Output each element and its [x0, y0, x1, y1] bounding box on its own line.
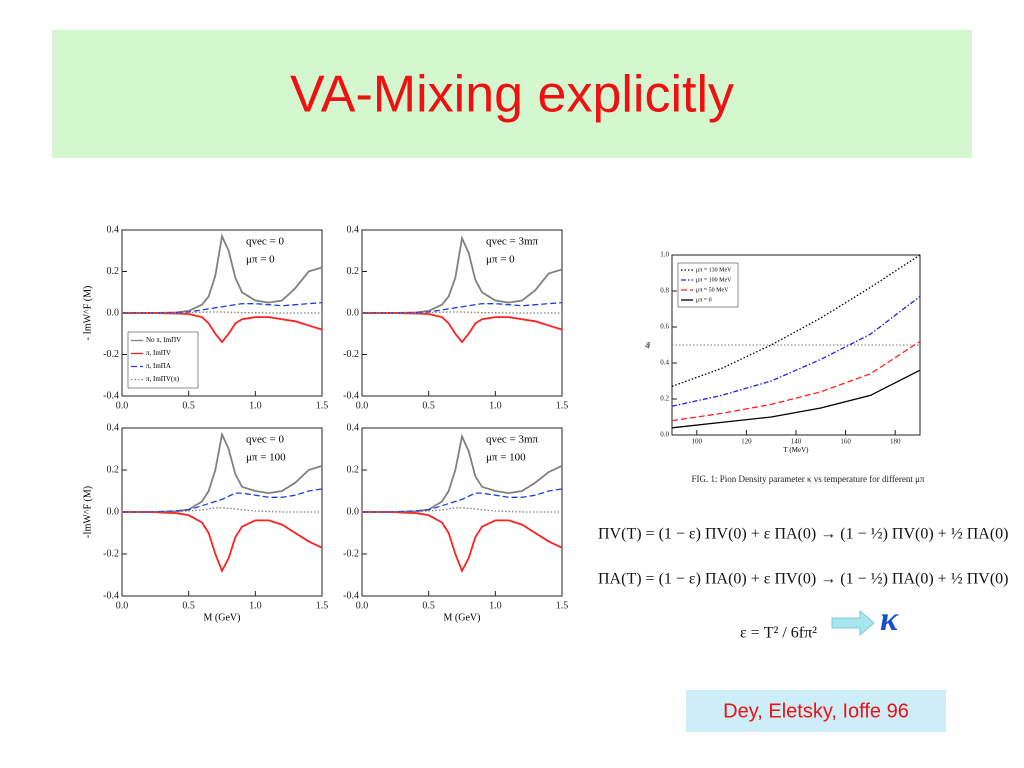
y-tick-label: 0.6: [660, 323, 669, 331]
y-tick-label: 0.4: [660, 359, 669, 367]
x-tick-label: 1.5: [556, 600, 569, 611]
annotation: qvec = 0: [246, 434, 284, 446]
series-line: [671, 295, 921, 407]
series-line: [362, 433, 563, 513]
x-tick-label: 140: [791, 438, 802, 446]
y-axis-label: - ImW^F (M): [82, 286, 93, 341]
series-line: [362, 235, 563, 314]
series-line: [671, 369, 921, 429]
y-tick-label: -0.2: [343, 548, 359, 559]
legend-box: [127, 331, 199, 389]
y-axis-label: 4κ: [644, 341, 652, 349]
y-tick-label: -0.4: [103, 590, 119, 601]
legend-label: μπ = 130 MeV: [696, 267, 732, 273]
y-tick-label: 0.4: [107, 224, 120, 235]
annotation: qvec = 0: [246, 236, 284, 248]
x-tick-label: 1.5: [316, 400, 329, 411]
legend-label: π, ImΠA: [146, 362, 171, 370]
y-tick-label: 0.0: [347, 506, 360, 517]
legend-label: π, ImΠV: [146, 349, 171, 357]
x-tick-label: 120: [741, 438, 752, 446]
title-box: [52, 30, 972, 158]
x-axis-label: M (GeV): [444, 612, 481, 623]
series-line: [671, 254, 921, 388]
y-tick-label: 0.0: [107, 307, 120, 318]
x-tick-label: 180: [890, 438, 901, 446]
annotation: qvec = 3mπ: [486, 236, 539, 248]
x-tick-label: 1.0: [249, 400, 262, 411]
series-line: [671, 340, 921, 422]
y-tick-label: -0.4: [343, 390, 359, 401]
x-tick-label: 0.5: [422, 600, 435, 611]
arrow: [831, 609, 875, 637]
y-tick-label: 0.4: [107, 422, 120, 433]
x-axis-label: T (MeV): [784, 446, 810, 454]
series-line: [122, 431, 323, 513]
x-tick-label: 0.5: [182, 400, 195, 411]
legend-label: μπ = 0: [696, 297, 712, 303]
legend-label: μπ = 100 MeV: [696, 277, 732, 283]
series-line: [362, 511, 563, 573]
y-tick-label: -0.2: [343, 349, 359, 360]
x-tick-label: 0.0: [116, 400, 129, 411]
x-tick-label: 1.5: [316, 600, 329, 611]
equation: ΠV(T) = (1 − ε) ΠV(0) + ε ΠA(0) → (1 − ½…: [598, 526, 1008, 543]
x-tick-label: 100: [692, 438, 703, 446]
series-line: [122, 233, 323, 314]
equation: ΠA(T) = (1 − ε) ΠA(0) + ε ΠV(0) → (1 − ½…: [598, 571, 1008, 588]
y-tick-label: 0.0: [660, 431, 669, 439]
legend-label: μπ = 50 MeV: [696, 287, 729, 293]
y-axis-label: -ImW^F (M): [82, 486, 93, 538]
x-tick-label: 1.0: [249, 600, 262, 611]
x-tick-label: 0.0: [356, 600, 369, 611]
x-tick-label: 0.0: [356, 400, 369, 411]
y-tick-label: -0.4: [343, 590, 359, 601]
series-line: [122, 507, 322, 513]
x-tick-label: 1.0: [489, 600, 502, 611]
y-tick-label: -0.2: [103, 548, 119, 559]
y-tick-label: 0.4: [347, 224, 360, 235]
y-tick-label: 0.2: [107, 266, 120, 277]
series-line: [122, 488, 323, 513]
y-tick-label: -0.2: [103, 349, 119, 360]
citation: Dey, Eletsky, Ioffe 96: [723, 700, 909, 722]
slide-title: VA-Mixing explicitly: [290, 66, 734, 124]
x-tick-label: 160: [840, 438, 851, 446]
legend-label: π, ImΠV(π): [146, 375, 180, 383]
y-tick-label: 0.2: [347, 266, 360, 277]
kappa-symbol: κ: [880, 601, 899, 638]
x-tick-label: 1.5: [556, 400, 569, 411]
annotation: μπ = 100: [246, 452, 286, 464]
series-line: [362, 507, 562, 513]
annotation: μπ = 100: [486, 452, 526, 464]
y-tick-label: 0.0: [107, 506, 120, 517]
series-line: [362, 301, 563, 314]
x-tick-label: 0.5: [422, 400, 435, 411]
y-tick-label: -0.4: [103, 390, 119, 401]
y-tick-label: 0.0: [347, 307, 360, 318]
series-line: [122, 312, 323, 344]
equation: ε = T² / 6fπ²: [740, 625, 817, 642]
x-tick-label: 0.0: [116, 600, 129, 611]
x-tick-label: 0.5: [182, 600, 195, 611]
y-tick-label: 0.2: [107, 464, 120, 475]
series-line: [362, 312, 563, 344]
x-axis-label: M (GeV): [204, 612, 241, 623]
y-tick-label: 0.2: [660, 395, 669, 403]
series-line: [122, 301, 323, 314]
citation-box: [686, 690, 946, 732]
annotation: qvec = 3mπ: [486, 434, 539, 446]
annotation: μπ = 0: [486, 254, 515, 266]
y-tick-label: 0.4: [347, 422, 360, 433]
annotation: μπ = 0: [246, 254, 275, 266]
series-line: [362, 488, 563, 513]
series-line: [122, 511, 323, 573]
y-tick-label: 0.2: [347, 464, 360, 475]
y-tick-label: 0.8: [660, 287, 669, 295]
legend-label: No π, ImΠV: [146, 336, 181, 344]
y-tick-label: 1.0: [660, 251, 669, 259]
x-tick-label: 1.0: [489, 400, 502, 411]
figure-caption: FIG. 1: Pion Density parameter κ vs temp…: [692, 474, 925, 484]
